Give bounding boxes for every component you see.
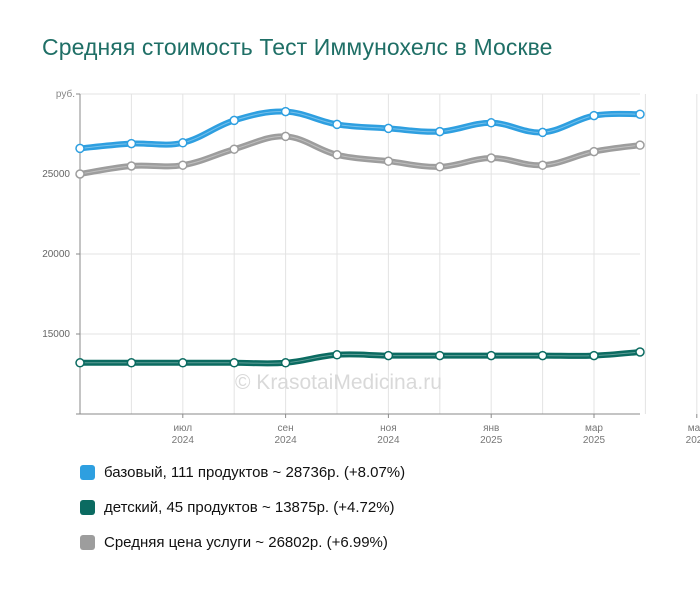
data-point-base <box>589 110 599 121</box>
y-unit-label: руб. <box>56 88 75 100</box>
watermark: © KrasotaiMedicina.ru <box>235 371 442 394</box>
data-point-kids <box>229 358 239 368</box>
series-line-kids <box>77 349 643 367</box>
data-point-base <box>178 138 188 148</box>
y-tick-label: 25000 <box>42 169 70 180</box>
x-tick-label-month: мар <box>585 423 603 434</box>
data-point-base <box>383 123 394 134</box>
data-point-base <box>435 126 445 137</box>
y-tick-label: 20000 <box>42 249 70 260</box>
data-point-kids <box>332 350 342 360</box>
data-point-kids <box>486 350 496 361</box>
data-point-avg <box>435 162 445 172</box>
data-point-base <box>537 127 548 138</box>
data-point-kids <box>589 350 599 361</box>
axis-layer: 150002000025000руб.июл2024сен2024ноя2024… <box>42 88 700 446</box>
x-tick-label-year: 2025 <box>583 435 606 446</box>
data-point-avg <box>126 161 137 171</box>
data-point-kids <box>635 347 645 357</box>
x-tick-label-year: 2024 <box>172 435 195 446</box>
legend-item-base[interactable]: базовый, 111 продуктов ~ 28736р. (+8.07%… <box>80 463 405 481</box>
data-point-avg <box>178 160 188 170</box>
data-point-base <box>229 115 239 126</box>
legend-label-avg: Средняя цена услуги ~ 26802р. (+6.99%) <box>104 533 388 551</box>
legend-label-kids: детский, 45 продуктов ~ 13875р. (+4.72%) <box>104 498 395 516</box>
data-point-avg <box>589 146 599 157</box>
data-point-avg <box>75 169 85 179</box>
x-tick-label-year: 2024 <box>274 435 297 446</box>
data-point-avg <box>635 140 645 150</box>
x-tick-label-month: янв <box>483 423 499 434</box>
legend-item-kids[interactable]: детский, 45 продуктов ~ 13875р. (+4.72%) <box>80 498 405 516</box>
x-tick-label-year: 2025 <box>480 435 503 446</box>
legend-swatch-base <box>80 464 95 480</box>
data-point-avg <box>537 160 548 170</box>
x-tick-label-year: 2024 <box>377 435 400 446</box>
legend: базовый, 111 продуктов ~ 28736р. (+8.07%… <box>80 463 405 568</box>
data-point-base <box>75 143 85 154</box>
legend-item-avg[interactable]: Средняя цена услуги ~ 26802р. (+6.99%) <box>80 533 405 551</box>
x-tick-label-month: сен <box>278 423 294 434</box>
marker-layer <box>75 106 645 368</box>
data-point-base <box>486 118 496 128</box>
data-point-base <box>635 109 645 119</box>
data-point-base <box>280 106 291 117</box>
legend-swatch-kids <box>80 499 95 515</box>
x-tick-label-month: июл <box>173 423 192 434</box>
y-tick-label: 15000 <box>42 329 70 340</box>
data-point-base <box>332 119 342 130</box>
data-point-avg <box>486 153 496 163</box>
data-point-kids <box>126 358 137 368</box>
x-tick-label-month: ноя <box>380 423 397 434</box>
x-tick-label-year: 2025 <box>686 435 700 446</box>
data-point-avg <box>280 131 291 142</box>
data-point-kids <box>435 350 445 361</box>
data-point-kids <box>280 358 291 368</box>
data-point-kids <box>537 350 548 361</box>
chart-title: Средняя стоимость Тест Иммунохелс в Моск… <box>42 34 553 60</box>
series-layer <box>77 108 643 367</box>
data-point-kids <box>383 350 394 361</box>
data-point-kids <box>75 358 85 368</box>
data-point-avg <box>383 156 394 166</box>
data-point-avg <box>229 144 239 154</box>
legend-label-base: базовый, 111 продуктов ~ 28736р. (+8.07%… <box>104 463 406 481</box>
legend-swatch-avg <box>80 534 95 550</box>
x-tick-label-month: май <box>688 423 700 434</box>
data-point-avg <box>332 150 342 160</box>
data-point-base <box>126 138 137 149</box>
data-point-kids <box>178 358 188 368</box>
